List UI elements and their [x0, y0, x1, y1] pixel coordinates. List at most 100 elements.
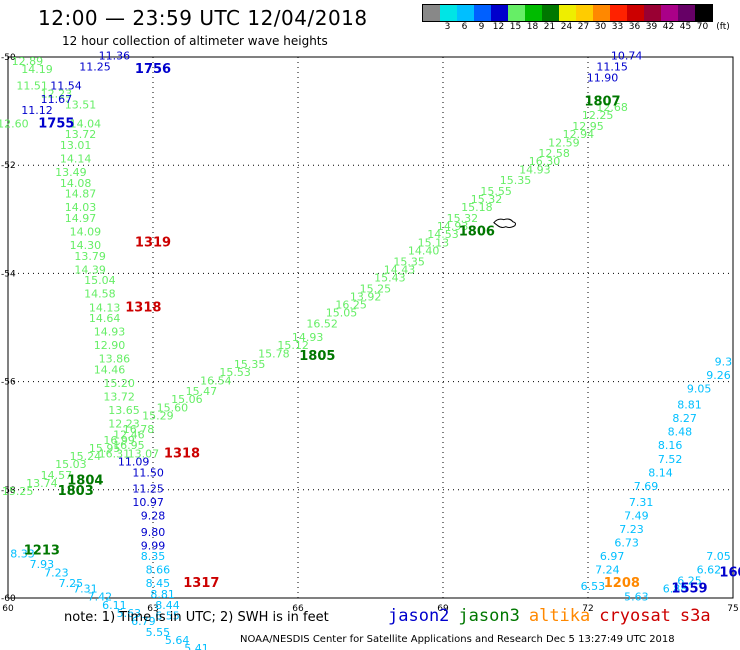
pass-time-label: 160: [719, 565, 740, 580]
legend-tick-label: 21: [543, 22, 556, 32]
pass-time-label: 1803: [58, 484, 94, 499]
legend-tick-label: 45: [679, 22, 692, 32]
wave-height-value: 16.31: [99, 447, 131, 460]
wave-height-value: 6.97: [600, 550, 625, 563]
legend-swatch: [457, 5, 474, 21]
wave-height-value: 12.68: [596, 101, 628, 114]
wave-height-value: 8.44: [155, 599, 180, 612]
page-title: 12:00 — 23:59 UTC 12/04/2018: [38, 6, 368, 30]
wave-height-value: 8.27: [672, 412, 697, 425]
kerguelen-island-shape: [493, 218, 516, 229]
wave-height-value: 11.90: [587, 71, 619, 84]
latitude-tick-label: -58: [1, 486, 16, 496]
wave-height-value: 13.01: [60, 139, 92, 152]
wave-height-value: 15.78: [258, 347, 290, 360]
wave-height-value: 11.25: [132, 483, 164, 496]
wave-height-value: 6.62: [697, 564, 722, 577]
wave-height-value: 8.14: [648, 466, 673, 479]
pass-time-label: 1319: [135, 235, 171, 250]
wave-height-value: 14.93: [519, 163, 551, 176]
wave-height-value: 8.81: [677, 399, 702, 412]
legend-swatch: [576, 5, 593, 21]
page-subtitle: 12 hour collection of altimeter wave hei…: [62, 34, 328, 48]
wave-height-value: 6.11: [102, 599, 127, 612]
wave-height-value: 12.94: [563, 128, 595, 141]
satellite-legend-jason3: jason3: [458, 606, 520, 626]
wave-height-value: 5.41: [184, 642, 209, 650]
wave-height-value: 16.78: [123, 423, 155, 436]
wave-height-value: 13.51: [65, 98, 97, 111]
wave-height-color-legend: [422, 4, 713, 22]
wave-height-value: 8.66: [146, 564, 171, 577]
wave-height-value: 14.40: [408, 244, 440, 257]
wave-height-value: 9.80: [141, 526, 166, 539]
satellite-legend-jason2: jason2: [388, 606, 450, 626]
wave-height-value: 14.93: [437, 220, 469, 233]
wave-height-value: 12.60: [0, 117, 29, 130]
wave-height-value: 13.65: [108, 404, 140, 417]
track-jason3-diagonal: 15.2513.7414.5715.0315.2415.9516.9916.78…: [2, 101, 628, 498]
wave-height-value: 13.72: [103, 391, 135, 404]
wave-height-value: 16.52: [306, 318, 338, 331]
pass-time-label: 1559: [671, 582, 707, 597]
credit-line: NOAA/NESDIS Center for Satellite Applica…: [240, 634, 675, 645]
wave-height-value: 15.32: [447, 212, 479, 225]
pass-time-label: 1318: [125, 300, 161, 315]
wave-height-value: 14.39: [74, 263, 106, 276]
latitude-tick-label: -50: [1, 53, 16, 63]
legend-swatch: [559, 5, 576, 21]
wave-height-value: 14.53: [427, 228, 459, 241]
wave-height-value: 6.55: [155, 610, 180, 623]
longitude-tick-label: 75: [727, 604, 738, 614]
legend-tick-label: 70: [696, 22, 709, 32]
latitude-tick-label: -54: [1, 269, 16, 279]
wave-height-value: 5.64: [165, 634, 190, 647]
pass-time-label: 1806: [459, 225, 495, 240]
pass-time-label: 1208: [604, 576, 640, 591]
wave-height-value: 6.79: [131, 615, 156, 628]
longitude-tick-label: 72: [582, 604, 593, 614]
wave-height-value: 14.58: [84, 288, 116, 301]
wave-height-value: 16.95: [113, 439, 145, 452]
longitude-tick-label: 63: [147, 604, 158, 614]
legend-unit: (ft): [716, 22, 730, 32]
legend-swatch: [440, 5, 457, 21]
wave-height-value: 7.42: [88, 591, 113, 604]
legend-swatch: [610, 5, 627, 21]
wave-height-value: 15.25: [2, 485, 34, 498]
wave-height-value: 7.25: [59, 577, 84, 590]
wave-height-value: 8.45: [146, 577, 171, 590]
wave-height-value: 14.04: [70, 117, 102, 130]
wave-height-value: 13.72: [65, 128, 97, 141]
wave-height-value: 10.97: [132, 496, 164, 509]
wave-height-value: 14.19: [21, 63, 53, 76]
wave-height-value: 7.23: [619, 523, 644, 536]
legend-swatch: [525, 5, 542, 21]
wave-height-value: 7.05: [706, 550, 731, 563]
wave-height-value: 13.86: [99, 353, 131, 366]
wave-height-value: 15.18: [461, 201, 493, 214]
wave-height-value: 6.73: [614, 537, 639, 550]
wave-height-value: 7.93: [30, 558, 55, 571]
satellite-legend-s3a: s3a: [679, 606, 711, 626]
wave-height-value: 14.30: [70, 239, 102, 252]
wave-height-value: 15.32: [471, 193, 503, 206]
legend-swatch: [491, 5, 508, 21]
satellite-legend-cryosat: cryosat: [599, 606, 671, 626]
legend-swatch: [678, 5, 695, 21]
wave-height-value: 12.90: [94, 339, 126, 352]
wave-height-value: 11.36: [99, 50, 131, 63]
wave-height-value: 9.99: [141, 539, 166, 552]
wave-height-value: 6.88: [663, 583, 688, 596]
wave-height-value: 15.35: [500, 174, 532, 187]
wave-height-value: 15.35: [393, 255, 425, 268]
wave-height-value: 7.23: [44, 566, 69, 579]
wave-height-value: 15.05: [326, 307, 358, 320]
legend-tick-label: 33: [611, 22, 624, 32]
wave-height-value: 8.35: [141, 550, 166, 563]
legend-swatch: [474, 5, 491, 21]
track-s3a-east: 9.39.269.05 8.818.278.488.167.528.147.69 7…: [581, 355, 733, 603]
wave-height-value: 11.50: [132, 466, 164, 479]
